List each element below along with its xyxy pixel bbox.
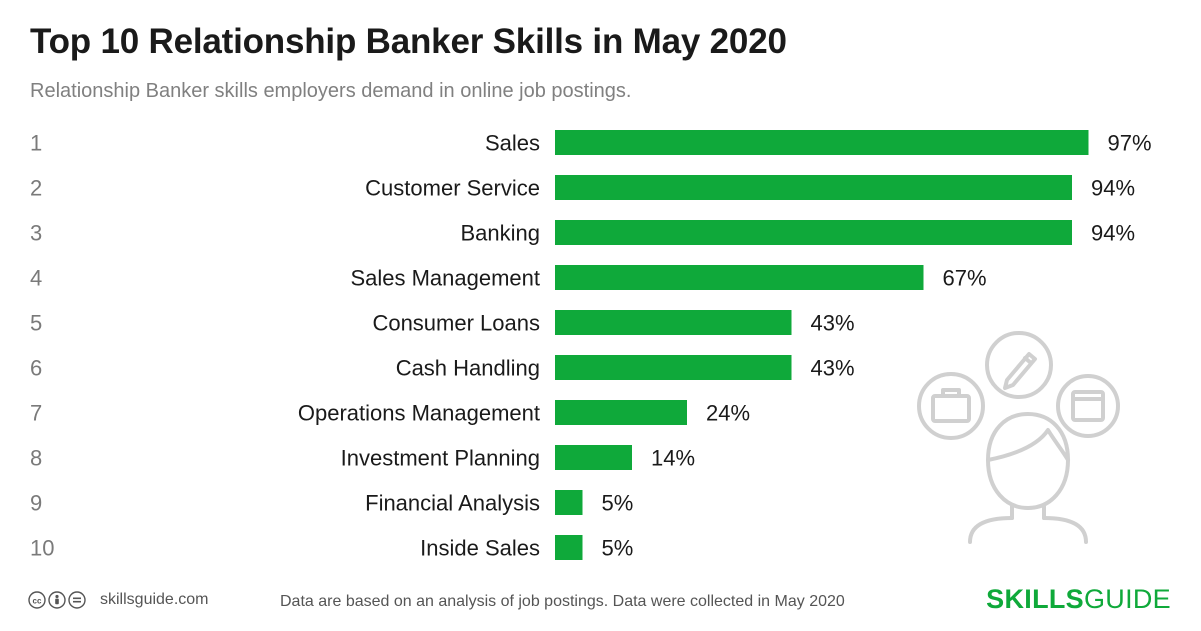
career-illustration <box>917 331 1120 544</box>
cc-icon: cc <box>28 591 46 609</box>
value-label: 43% <box>811 311 855 336</box>
category-label: Cash Handling <box>396 356 540 381</box>
chart-title: Top 10 Relationship Banker Skills in May… <box>30 22 787 61</box>
category-label: Sales Management <box>350 266 540 291</box>
footer-license: cc skillsguide.com <box>28 591 208 609</box>
bar <box>555 310 792 335</box>
value-label: 97% <box>1108 131 1152 156</box>
value-label: 24% <box>706 401 750 426</box>
category-label: Operations Management <box>298 401 540 426</box>
by-icon <box>48 591 66 609</box>
briefcase-icon <box>917 372 985 440</box>
svg-text:cc: cc <box>33 597 42 606</box>
rank-label: 9 <box>30 491 42 516</box>
category-label: Customer Service <box>365 176 540 201</box>
brand-logo-bold: SKILLS <box>986 584 1084 614</box>
rank-label: 3 <box>30 221 42 246</box>
category-label: Investment Planning <box>341 446 540 471</box>
bar <box>555 535 583 560</box>
bar <box>555 220 1072 245</box>
rank-label: 4 <box>30 266 42 291</box>
browser-window-icon <box>1056 374 1120 438</box>
category-label: Sales <box>485 131 540 156</box>
value-label: 14% <box>651 446 695 471</box>
bar <box>555 490 583 515</box>
brand-logo: SKILLSGUIDE <box>986 584 1171 615</box>
nd-icon <box>68 591 86 609</box>
pencil-icon <box>985 331 1053 399</box>
value-label: 5% <box>602 536 634 561</box>
category-label: Consumer Loans <box>372 311 540 336</box>
data-source-note: Data are based on an analysis of job pos… <box>280 593 845 610</box>
value-label: 5% <box>602 491 634 516</box>
rank-label: 8 <box>30 446 42 471</box>
brand-logo-regular: GUIDE <box>1083 584 1171 614</box>
rank-label: 7 <box>30 401 42 426</box>
value-label: 94% <box>1091 221 1135 246</box>
bar-chart: 1 Sales 97% 2 Customer Service 94% 3 Banking 94%… <box>30 130 1152 561</box>
rank-label: 2 <box>30 176 42 201</box>
category-label: Financial Analysis <box>365 491 540 516</box>
value-label: 67% <box>943 266 987 291</box>
person-icon <box>968 412 1088 544</box>
bar <box>555 130 1089 155</box>
rank-label: 10 <box>30 536 54 561</box>
bar <box>555 355 792 380</box>
value-label: 94% <box>1091 176 1135 201</box>
chart-subtitle: Relationship Banker skills employers dem… <box>30 80 632 102</box>
rank-label: 1 <box>30 131 42 156</box>
bar <box>555 400 687 425</box>
bar <box>555 175 1072 200</box>
rank-label: 5 <box>30 311 42 336</box>
value-label: 43% <box>811 356 855 381</box>
bar <box>555 265 924 290</box>
site-link[interactable]: skillsguide.com <box>100 591 209 608</box>
bar <box>555 445 632 470</box>
category-label: Inside Sales <box>420 536 540 561</box>
category-label: Banking <box>460 221 540 246</box>
rank-label: 6 <box>30 356 42 381</box>
